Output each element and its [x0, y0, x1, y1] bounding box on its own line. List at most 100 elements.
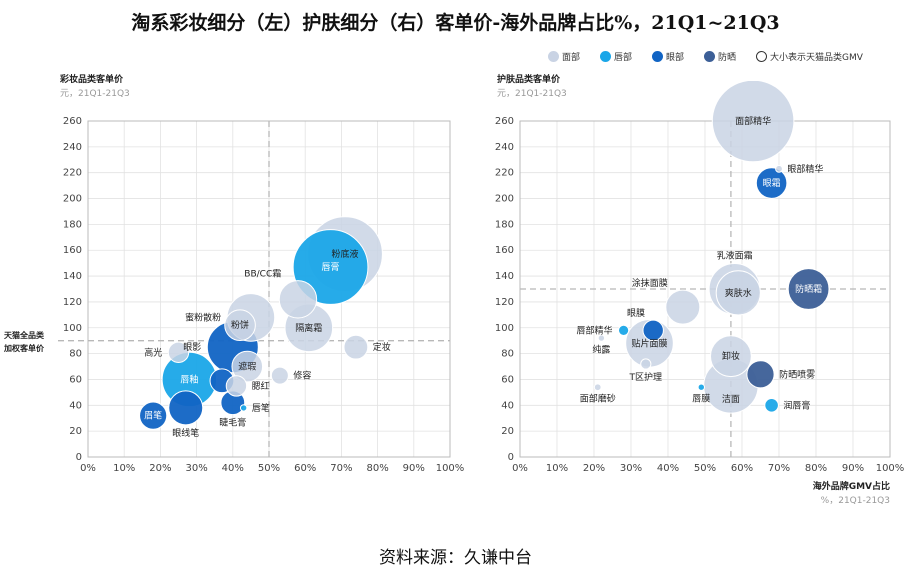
bubble-纯露 [597, 334, 606, 342]
x-tick-label: 50% [258, 463, 280, 474]
bubble-label: 防晒喷雾 [779, 368, 815, 380]
y-tick-label: 80 [69, 349, 82, 360]
x-tick-label: 0% [80, 463, 96, 474]
y-tick-label: 220 [495, 168, 514, 179]
bubble-爽肤水 [715, 270, 761, 316]
x-tick-label: 50% [694, 463, 716, 474]
bubble-label: T区护理 [629, 371, 663, 383]
bubble-唇部精华 [618, 324, 630, 336]
x-tick-label: 10% [546, 463, 568, 474]
y-tick-label: 100 [63, 323, 82, 334]
y-tick-label: 160 [63, 245, 82, 256]
x-axis-label: 海外品牌GMV占比 [813, 480, 890, 492]
y-tick-label: 100 [495, 323, 514, 334]
chart-unit-note: 元，21Q1-21Q3 [60, 89, 130, 99]
bubble-眼膜 [642, 319, 664, 342]
legend-item-eye: 眼部 [652, 50, 684, 63]
chart-unit-note: 元，21Q1-21Q3 [497, 89, 567, 99]
y-tick-label: 40 [501, 400, 514, 411]
bubble-遮瑕 [231, 350, 264, 383]
bubble-label: 修容 [293, 370, 311, 382]
bubble-label: 面部磨砂 [580, 393, 616, 405]
bubble-label: 眼线笔 [172, 427, 199, 439]
bubble-唇膜 [697, 383, 705, 391]
bubble-涂抹面膜 [665, 289, 701, 325]
x-tick-label: 90% [403, 463, 425, 474]
y-tick-label: 260 [495, 116, 514, 127]
bubble-眉笔 [139, 401, 168, 430]
bubble-T区护理 [640, 358, 652, 370]
bubble-防晒喷雾 [746, 360, 775, 389]
bubble-面部精华 [711, 81, 795, 163]
bubble-label: 粉饼 [231, 319, 249, 331]
legend-swatch-sun [704, 51, 715, 62]
legend-label-lip: 唇部 [614, 53, 633, 63]
x-tick-label: 30% [185, 463, 207, 474]
y-tick-label: 20 [501, 426, 514, 437]
bubble-label: 睫毛膏 [219, 417, 246, 429]
legend-label-size: 大小表示天猫品类GMV [770, 53, 863, 63]
bubble-label: 定妆 [373, 341, 391, 353]
legend-swatch-face [548, 51, 559, 62]
x-tick-label: 60% [731, 463, 753, 474]
x-tick-label: 100% [436, 463, 465, 474]
bubble-label: 爽肤水 [725, 287, 752, 299]
legend-swatch-size [756, 51, 767, 62]
legend-label-eye: 眼部 [666, 53, 685, 63]
legend-item-sun: 防晒 [704, 50, 736, 63]
chart-subtitle: 护肤品类客单价 [497, 73, 561, 85]
y-tick-label: 260 [63, 116, 82, 127]
y-tick-label: 120 [495, 297, 514, 308]
y-tick-label: 60 [501, 374, 514, 385]
bubble-label: 腮红 [252, 380, 270, 392]
bubble-label: 面部精华 [735, 115, 771, 127]
legend-swatch-eye [652, 51, 663, 62]
chart-1: 0 20 40 60 80 100 120 140 160 180 200 220 240 260 0% 10… [3, 73, 464, 474]
y-axis-label: 加权客单价 [3, 343, 45, 353]
y-tick-label: 0 [508, 452, 514, 463]
bubble-label: 唇笔 [252, 402, 270, 414]
y-tick-label: 200 [495, 194, 514, 205]
y-tick-label: 200 [63, 194, 82, 205]
x-tick-label: 30% [620, 463, 642, 474]
y-tick-label: 120 [63, 297, 82, 308]
legend: 面部 唇部 眼部 防晒 大小表示天猫品类GMV [548, 50, 908, 66]
bubble-眼霜 [755, 167, 788, 199]
chart-subtitle: 彩妆品类客单价 [59, 73, 124, 85]
bubble-label: 唇膜 [692, 393, 710, 404]
bubble-label: 洁面 [722, 393, 740, 405]
bubble-眼部精华 [775, 164, 783, 173]
x-tick-label: 100% [876, 463, 905, 474]
x-tick-label: 20% [149, 463, 171, 474]
bubble-label: 蜜粉散粉 [185, 311, 221, 323]
legend-item-face: 面部 [548, 50, 580, 63]
bubble-修容 [270, 366, 289, 385]
x-tick-label: 70% [768, 463, 790, 474]
y-tick-label: 0 [76, 452, 82, 463]
bubble-label: 眼霜 [763, 178, 781, 189]
y-axis-label: 天猫全品类 [4, 330, 44, 340]
y-tick-label: 40 [69, 400, 82, 411]
bubble-label: 唇部精华 [576, 324, 612, 336]
x-tick-label: 80% [805, 463, 827, 474]
legend-label-face: 面部 [562, 53, 581, 63]
legend-swatch-lip [600, 51, 611, 62]
x-axis-unit-note: %，21Q1-21Q3 [821, 496, 890, 506]
bubble-label: 涂抹面膜 [632, 277, 668, 289]
x-tick-label: 40% [657, 463, 679, 474]
bubble-label: 乳液面霜 [717, 250, 753, 262]
chart-2: 0 20 40 60 80 100 120 140 160 180 200 220 240 260 0% 10… [495, 73, 904, 506]
y-tick-label: 240 [495, 142, 514, 153]
legend-item-lip: 唇部 [600, 50, 632, 63]
bubble-BB/CC霜 [278, 280, 318, 319]
y-tick-label: 20 [69, 426, 82, 437]
legend-label-sun: 防晒 [718, 53, 737, 63]
chart-title: 淘系彩妆细分（左）护肤细分（右）客单价-海外品牌占比%，21Q1~21Q3 [131, 12, 780, 34]
bubble-定妆 [343, 334, 369, 360]
y-tick-label: 140 [495, 271, 514, 282]
x-tick-label: 10% [113, 463, 135, 474]
bubble-唇笔 [239, 404, 248, 412]
bubble-label: 纯露 [592, 343, 610, 355]
bubble-面部磨砂 [593, 383, 602, 392]
x-tick-label: 40% [222, 463, 244, 474]
